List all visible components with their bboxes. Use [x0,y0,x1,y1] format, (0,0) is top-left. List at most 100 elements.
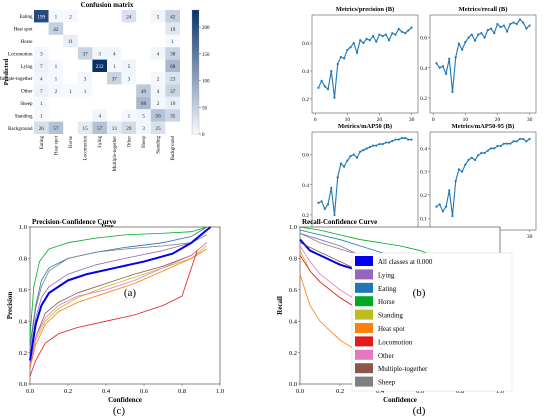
mini-data-point [512,21,515,24]
mini-y-tick-label: 0.1 [420,216,427,222]
curve-y-tick-label: 0.0 [19,381,27,388]
cm-row-label: Locomotion [8,52,33,57]
cm-cell [150,121,166,134]
cm-cell [48,59,64,72]
cm-col-label: Multiple-together [113,136,118,172]
mini-x-tick-label: 0 [314,117,317,123]
cm-cell [165,47,180,60]
cm-colorbar-tick-label: 150 [202,53,210,58]
mini-data-point [326,88,330,91]
legend-swatch [355,282,373,293]
mini-data-point [457,42,461,45]
legend-label: All classes at 0.000 [378,258,433,266]
curve-x-tick-label: 0.2 [64,388,72,395]
mini-data-point [451,214,454,218]
cm-cell [92,121,107,134]
cm-col-label: Horse [69,135,74,148]
cm-cell [150,96,166,110]
cm-cell [48,84,64,97]
mini-y-tick-label: 0.6 [302,41,309,47]
cm-cell [165,84,180,97]
cm-cell-value: 23 [170,76,176,82]
recall-confidence-panel: Recall-Confidence Curve 0.0 0.2 0.4 0.6 0.8 1.… [276,218,513,404]
mini-data-point [489,27,493,30]
mini-chart-title: Metrics/recall (B) [459,6,508,13]
cm-cell [150,72,166,85]
mini-data-point [435,62,438,65]
mini-data-point [515,140,518,143]
curve-x-tick-label: 0.8 [456,388,464,395]
mini-data-point [400,30,404,33]
cm-cell-value: 3 [142,126,145,132]
mini-data-point [407,138,410,141]
mini-data-point [349,46,352,49]
curve-title: Recall-Confidence Curve [302,218,377,226]
cm-cell [107,72,122,85]
mini-data-point [448,57,451,60]
curve-y-tick-label: 0.6 [289,287,298,294]
cm-cell [136,84,151,97]
cm-cell [77,84,93,97]
cm-cell-value: 24 [126,14,132,20]
panel-label-d: (d) [413,405,426,417]
cm-cell-value: 4 [98,114,101,120]
mini-data-point [375,144,378,147]
cm-cell [77,121,93,134]
legend-swatch [355,296,373,307]
mini-data-point [528,137,531,141]
mini-data-point [505,30,509,33]
cm-col-label: Standing [157,136,162,154]
mini-data-point [457,168,461,171]
mini-data-point [381,34,384,38]
mini-data-point [518,137,522,141]
cm-title: Confusion matrix [81,1,134,9]
legend-label: Horse [378,298,395,306]
mini-data-point [371,144,375,147]
cm-cell [107,121,122,134]
mini-data-point [368,145,371,149]
cm-cell-value: 56 [156,114,162,120]
mini-y-tick-label: 0.2 [302,213,309,219]
curve-x-tick-label: 0.8 [178,388,186,395]
curve-frame [29,226,221,385]
mini-data-point [454,179,457,183]
cm-cell [77,72,93,85]
mini-data-point [365,147,368,150]
mini-data-point [352,41,355,45]
curve-y-tick-label: 0.8 [289,256,297,263]
class-curve [29,245,207,366]
mini-data-point [473,39,477,42]
cm-cell-value: 1 [55,64,58,70]
mini-data-point [525,27,528,30]
class-curve [29,242,207,369]
cm-cell-value: 1 [55,76,58,82]
mini-data-point [362,41,365,45]
cm-cell-value: 3 [40,52,43,58]
panel-label-c: (c) [113,405,126,417]
mini-data-point [486,149,489,152]
mini-data-point [496,144,499,148]
cm-cell [165,72,180,85]
mini-x-tick-label: 30 [527,234,533,240]
mini-data-point [480,31,483,35]
mini-data-point [359,150,362,153]
mini-data-point [483,151,486,155]
mini-chart-frame [311,131,419,231]
cm-cell [34,96,49,110]
mini-data-point [330,186,333,189]
legend-swatch [355,336,373,347]
mini-data-point [326,203,330,206]
cm-col-label: Background [171,136,176,161]
mini-data-point [384,33,387,36]
mini-data-point [387,141,391,144]
mini-data-point [339,55,343,59]
legend-swatch [355,256,373,266]
cm-cell [165,34,180,48]
mini-data-point [489,147,493,150]
curve-y-tick-label: 0.0 [289,381,297,388]
cm-cell-value: 1 [128,114,131,120]
cm-cell-value: 49 [141,89,147,95]
cm-cell-value: 1 [171,39,174,45]
mini-data-point [518,18,522,21]
